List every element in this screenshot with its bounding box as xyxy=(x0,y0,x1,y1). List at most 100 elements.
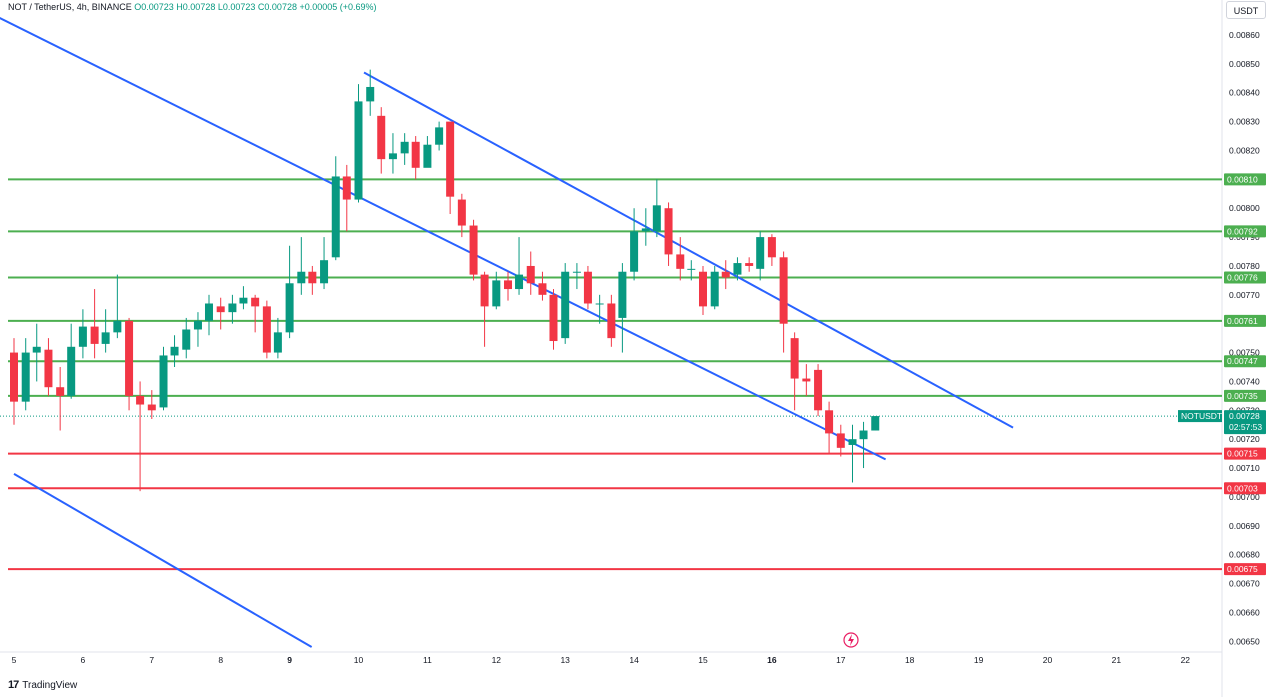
brand-name: TradingView xyxy=(22,679,78,691)
level-tag-label: 0.00735 xyxy=(1227,391,1258,401)
x-tick-label: 19 xyxy=(974,655,984,665)
candle-up xyxy=(687,268,696,270)
last-price-tag xyxy=(1224,410,1266,435)
candle-down xyxy=(469,225,478,275)
symbol-tag-label: NOTUSDT xyxy=(1181,411,1222,421)
level-tag xyxy=(1224,271,1266,284)
candle-down xyxy=(342,176,351,200)
trendline xyxy=(13,472,313,648)
trendline xyxy=(363,71,1014,429)
countdown-label: 02:57:53 xyxy=(1229,422,1262,432)
candle-down xyxy=(549,294,558,342)
candle-down xyxy=(262,306,271,353)
candle-down xyxy=(607,303,616,339)
level-tag xyxy=(1224,173,1266,186)
candle-up xyxy=(113,320,122,333)
y-tick-label: 0.00800 xyxy=(1229,203,1260,213)
candle-down xyxy=(136,395,145,405)
candle-up xyxy=(32,346,41,353)
x-tick-label: 16 xyxy=(767,655,777,665)
x-tick-label: 18 xyxy=(905,655,915,665)
candle-down xyxy=(676,254,685,269)
candle-down xyxy=(802,378,811,382)
candle-down xyxy=(411,141,420,168)
candle-down xyxy=(216,306,225,313)
candle-up xyxy=(67,346,76,396)
y-tick-label: 0.00650 xyxy=(1229,636,1260,646)
candle-up xyxy=(78,326,87,347)
candle-up xyxy=(423,144,432,168)
candle-up xyxy=(859,430,868,440)
candle-up xyxy=(170,346,179,356)
candle-down xyxy=(538,283,547,295)
y-tick-label: 0.00690 xyxy=(1229,521,1260,531)
candle-down xyxy=(721,271,730,278)
level-tag xyxy=(1224,314,1266,327)
x-tick-label: 10 xyxy=(354,655,364,665)
candle-up xyxy=(630,231,639,272)
candle-up xyxy=(710,271,719,307)
level-tag-label: 0.00703 xyxy=(1227,483,1258,493)
y-tick-label: 0.00820 xyxy=(1229,145,1260,155)
candle-down xyxy=(480,274,489,307)
candle-up xyxy=(848,439,857,445)
y-tick-label: 0.00680 xyxy=(1229,550,1260,560)
y-tick-label: 0.00670 xyxy=(1229,579,1260,589)
candle-down xyxy=(446,121,455,197)
currency-button[interactable]: USDT xyxy=(1226,1,1266,19)
level-tag-label: 0.00776 xyxy=(1227,273,1258,283)
candle-up xyxy=(159,355,168,408)
y-tick-label: 0.00660 xyxy=(1229,607,1260,617)
candle-up xyxy=(366,86,375,102)
candle-down xyxy=(56,387,65,396)
candle-up xyxy=(561,271,570,339)
lightning-icon[interactable] xyxy=(843,632,859,648)
low-value: L0.00723 xyxy=(217,2,256,12)
x-tick-label: 8 xyxy=(218,655,223,665)
y-tick-label: 0.00780 xyxy=(1229,261,1260,271)
symbol-tag xyxy=(1178,410,1222,423)
x-tick-label: 22 xyxy=(1181,655,1191,665)
level-tag-label: 0.00747 xyxy=(1227,356,1258,366)
level-tag xyxy=(1224,389,1266,402)
candle-up xyxy=(400,141,409,154)
level-tag xyxy=(1224,355,1266,368)
candle-up xyxy=(204,303,213,321)
level-tag-label: 0.00715 xyxy=(1227,449,1258,459)
candle-up xyxy=(492,280,501,307)
x-tick-label: 11 xyxy=(423,655,432,665)
candle-up xyxy=(331,176,340,258)
y-tick-label: 0.00700 xyxy=(1229,492,1260,502)
y-tick-label: 0.00840 xyxy=(1229,88,1260,98)
candle-up xyxy=(595,303,604,305)
level-tag-label: 0.00810 xyxy=(1227,174,1258,184)
close-value: C0.00728 xyxy=(257,2,297,12)
candle-up xyxy=(297,271,306,284)
candle-down xyxy=(377,115,386,160)
level-tag xyxy=(1224,225,1266,238)
candle-up xyxy=(101,332,110,344)
candle-up xyxy=(871,416,880,431)
candle-up xyxy=(285,283,294,333)
candle-up xyxy=(320,260,329,284)
y-tick-label: 0.00710 xyxy=(1229,463,1260,473)
level-tag-label: 0.00792 xyxy=(1227,226,1258,236)
change-value: +0.00005 (+0.69%) xyxy=(299,2,377,12)
tradingview-logo-icon: 17 xyxy=(8,679,19,691)
candle-down xyxy=(526,265,535,284)
level-tag xyxy=(1224,447,1266,460)
candle-down xyxy=(767,237,776,258)
candle-up xyxy=(182,329,191,350)
candle-down xyxy=(125,320,134,396)
candle-up xyxy=(652,205,661,232)
candle-down xyxy=(699,271,707,307)
y-tick-label: 0.00850 xyxy=(1229,59,1260,69)
candle-up xyxy=(572,271,581,273)
candle-up xyxy=(273,332,282,353)
x-tick-label: 9 xyxy=(287,655,292,665)
level-tag-label: 0.00761 xyxy=(1227,316,1258,326)
x-tick-label: 5 xyxy=(12,655,17,665)
tradingview-brand[interactable]: 17 TradingView xyxy=(8,679,77,691)
candle-up xyxy=(435,127,444,145)
